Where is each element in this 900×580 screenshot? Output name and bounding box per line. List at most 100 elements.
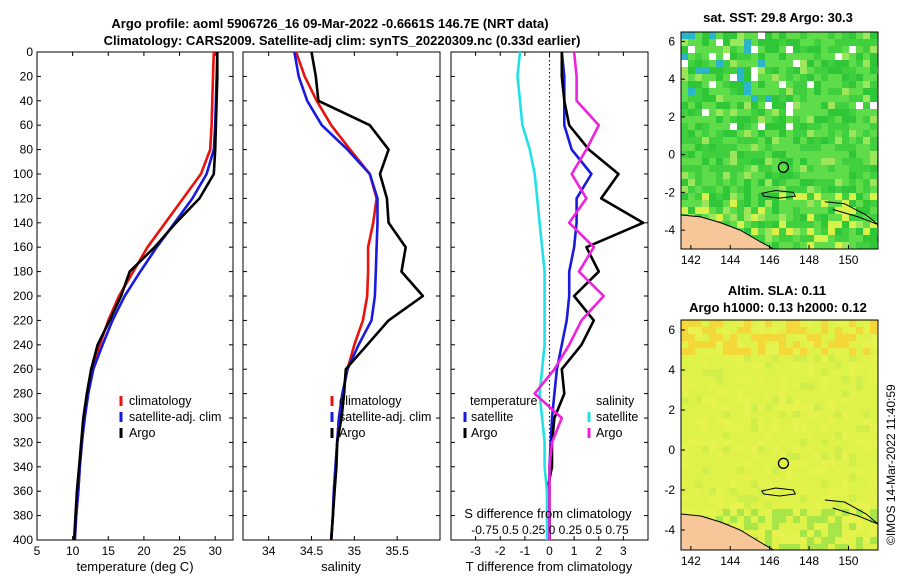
- map-cell: [716, 418, 723, 425]
- map-cell: [807, 530, 814, 537]
- map-cell: [765, 109, 772, 116]
- map-cell: [800, 474, 807, 481]
- map-cell: [842, 242, 849, 249]
- map-cell: [870, 537, 877, 544]
- map-cell: [716, 495, 723, 502]
- ytick-label: 400: [13, 533, 33, 547]
- map-cell: [863, 158, 870, 165]
- difference-xlabel: T difference from climatology: [466, 559, 633, 574]
- map-cell: [730, 502, 737, 509]
- map-cell: [765, 46, 772, 53]
- map-cell: [856, 144, 863, 151]
- map-cell: [716, 341, 723, 348]
- map-cell: [856, 109, 863, 116]
- map-cell: [681, 67, 688, 74]
- map-cell: [751, 102, 758, 109]
- map-cell: [807, 320, 814, 327]
- map-cell: [695, 158, 702, 165]
- map-cell: [800, 418, 807, 425]
- map-cell: [779, 46, 786, 53]
- map-cell: [772, 397, 779, 404]
- map-cell: [688, 123, 695, 130]
- map-cell: [744, 144, 751, 151]
- map-cell: [849, 200, 856, 207]
- map-cell: [737, 32, 744, 39]
- xtick-label: 15: [102, 544, 116, 558]
- map-cell: [765, 432, 772, 439]
- map-cell: [702, 207, 709, 214]
- map-cell: [821, 39, 828, 46]
- map-cell: [702, 348, 709, 355]
- map-cell: [814, 530, 821, 537]
- map-cell: [786, 320, 793, 327]
- map-cell: [800, 39, 807, 46]
- map-cell: [709, 369, 716, 376]
- map-cell: [870, 509, 877, 516]
- map-cell: [751, 172, 758, 179]
- map-cell: [842, 537, 849, 544]
- map-cell: [842, 397, 849, 404]
- map-cell: [779, 242, 786, 249]
- map-cell: [786, 60, 793, 67]
- sla-map-panel: Altim. SLA: 0.11 Argo h1000: 0.13 h2000:…: [664, 283, 879, 568]
- map-cell: [772, 509, 779, 516]
- map-cell: [821, 144, 828, 151]
- map-cell: [737, 172, 744, 179]
- salinity-ytick-marks: [243, 51, 440, 541]
- map-cell: [751, 39, 758, 46]
- map-cell: [758, 348, 765, 355]
- map-cell: [758, 207, 765, 214]
- map-cell: [807, 495, 814, 502]
- map-cell: [772, 95, 779, 102]
- map-cell: [772, 46, 779, 53]
- map-cell: [793, 109, 800, 116]
- salinity-difference-label: S difference from climatology: [464, 506, 632, 521]
- map-cell: [786, 179, 793, 186]
- map-cell: [702, 158, 709, 165]
- map-cell: [737, 509, 744, 516]
- map-cell: [737, 495, 744, 502]
- xtick-label: 20: [137, 544, 151, 558]
- map-cell: [814, 200, 821, 207]
- map-cell: [723, 116, 730, 123]
- map-cell: [730, 137, 737, 144]
- map-cell: [730, 74, 737, 81]
- xtick-label: 144: [720, 253, 740, 267]
- map-cell: [870, 481, 877, 488]
- ytick-label: 0: [668, 443, 675, 457]
- map-cell: [695, 207, 702, 214]
- salinity-legend: climatology satellite-adj. clim Argo: [330, 394, 431, 440]
- map-cell: [723, 348, 730, 355]
- map-cell: [821, 235, 828, 242]
- map-cell: [856, 200, 863, 207]
- map-cell: [772, 207, 779, 214]
- map-cell: [772, 137, 779, 144]
- map-cell: [709, 109, 716, 116]
- map-cell: [786, 53, 793, 60]
- map-cell: [800, 102, 807, 109]
- map-cell: [870, 88, 877, 95]
- map-cell: [688, 67, 695, 74]
- map-cell: [744, 327, 751, 334]
- map-cell: [863, 144, 870, 151]
- map-cell: [821, 158, 828, 165]
- map-cell: [772, 341, 779, 348]
- map-cell: [835, 432, 842, 439]
- map-cell: [821, 221, 828, 228]
- map-cell: [744, 46, 751, 53]
- map-cell: [779, 137, 786, 144]
- map-cell: [870, 320, 877, 327]
- map-cell: [814, 207, 821, 214]
- map-cell: [744, 523, 751, 530]
- map-cell: [828, 530, 835, 537]
- map-cell: [870, 467, 877, 474]
- map-cell: [779, 186, 786, 193]
- map-cell: [863, 172, 870, 179]
- series-line-s-argo: [533, 51, 606, 540]
- map-cell: [849, 495, 856, 502]
- map-cell: [695, 341, 702, 348]
- land-mass: [681, 214, 774, 249]
- map-cell: [744, 495, 751, 502]
- map-cell: [765, 537, 772, 544]
- map-cell: [849, 235, 856, 242]
